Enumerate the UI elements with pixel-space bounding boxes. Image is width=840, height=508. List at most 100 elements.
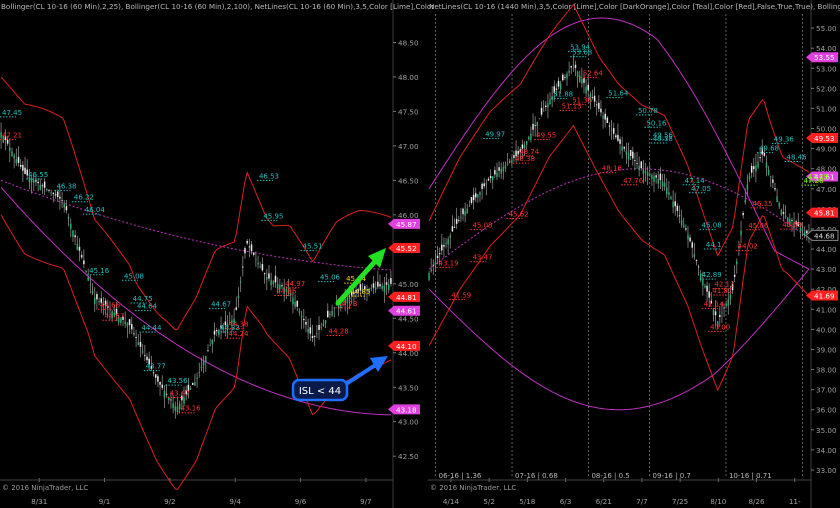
candle-body — [287, 290, 290, 294]
candle-body — [583, 78, 585, 83]
candle-body — [63, 203, 66, 208]
candle-body — [37, 181, 39, 184]
candle-body — [89, 284, 92, 286]
right-chart-panel[interactable]: NetLines(CL 10-16 (1440 Min),3,5,Color [… — [428, 0, 840, 508]
candle-body — [78, 246, 81, 251]
candle-body — [353, 292, 355, 295]
candle-body — [104, 300, 107, 307]
candle-body — [320, 326, 322, 328]
candle-body — [559, 83, 562, 90]
netline-label: 51.36 — [572, 96, 593, 104]
x-tick-label: 8/31 — [31, 497, 47, 506]
candle-body — [776, 196, 778, 203]
candle-body — [139, 341, 142, 347]
blue-arrow-head — [370, 356, 388, 372]
candle-body — [226, 323, 229, 330]
candle-body — [26, 169, 28, 176]
bollinger-100-lower — [0, 186, 391, 416]
y-tick-label: 48.00 — [398, 73, 419, 82]
candle-body — [141, 351, 144, 353]
candle-body — [458, 220, 460, 221]
contract-label: 09-16 | 0.7 — [653, 472, 691, 480]
candle-body — [305, 321, 307, 325]
candle-body — [11, 151, 13, 157]
candle-body — [644, 170, 647, 173]
candle-body — [52, 192, 55, 194]
candle-body — [107, 305, 109, 308]
price-marker-label: 49.53 — [814, 134, 835, 143]
candle-body — [22, 164, 24, 171]
candle-body — [96, 294, 98, 300]
x-tick-label: 9/6 — [295, 497, 307, 506]
candle-body — [634, 160, 636, 161]
candle-body — [640, 161, 643, 169]
bollinger-red-lower — [428, 124, 810, 392]
y-tick-label: 43.00 — [398, 418, 419, 427]
candle-body — [46, 189, 48, 191]
candle-body — [130, 324, 133, 330]
candle-body — [65, 206, 68, 211]
candle-body — [316, 333, 318, 335]
candle-body — [242, 266, 244, 268]
candle-body — [374, 287, 377, 290]
x-tick-label: 8/26 — [748, 497, 765, 506]
left-chart-panel[interactable]: Bollinger(CL 10-16 (60 Min),2,25), Bolli… — [0, 0, 434, 508]
candle-body — [542, 110, 545, 112]
candle-body — [487, 178, 490, 181]
netline-label: 46.15 — [753, 200, 773, 208]
candle-body — [211, 339, 214, 345]
candle-body — [685, 228, 687, 230]
candle-body — [566, 73, 568, 79]
netline-label: 44.97 — [285, 280, 305, 288]
candle-body — [178, 403, 181, 410]
candle-body — [303, 318, 305, 321]
candle-body — [772, 179, 774, 183]
candle-body — [568, 70, 570, 73]
y-tick-label: 42.50 — [398, 452, 419, 461]
netline-label: 40.00 — [710, 323, 730, 331]
candle-body — [80, 255, 83, 258]
candle-body — [294, 302, 296, 307]
price-marker — [388, 340, 420, 351]
candle-body — [445, 242, 447, 244]
candle-body — [48, 190, 50, 191]
candle-body — [502, 167, 505, 172]
x-tick-label: 8/10 — [710, 497, 727, 506]
candle-body — [342, 300, 344, 302]
candle-body — [255, 258, 257, 260]
candle-body — [477, 194, 479, 198]
netline-label: 46.38 — [56, 183, 76, 191]
candle-body — [646, 172, 649, 176]
candle-body — [259, 266, 262, 268]
y-tick-label: 55.00 — [816, 24, 837, 33]
candle-body — [200, 366, 203, 369]
candle-body — [504, 165, 507, 169]
candle-body — [187, 384, 190, 392]
netline-label: 47.76 — [623, 177, 644, 185]
candle-body — [93, 297, 96, 305]
contract-label: 08-16 | 0.5 — [591, 472, 629, 480]
candle-body — [744, 199, 747, 203]
candle-body — [740, 230, 742, 236]
candle-body — [340, 301, 342, 308]
candle-body — [555, 88, 558, 90]
candle-body — [428, 273, 430, 280]
candle-body — [357, 289, 360, 292]
candle-body — [786, 217, 789, 223]
candle-body — [755, 165, 757, 172]
candle-body — [447, 239, 449, 245]
netline-label: 45.06 — [748, 222, 769, 230]
netline-label: 46.04 — [85, 206, 106, 214]
candle-body — [161, 384, 164, 388]
candle-body — [702, 279, 704, 286]
candle-body — [723, 307, 725, 309]
y-tick-label: 51.00 — [816, 104, 837, 113]
candle-body — [710, 300, 713, 304]
candle-body — [511, 159, 513, 163]
y-tick-label: 54.00 — [816, 44, 837, 53]
candle-body — [39, 184, 42, 190]
candle-body — [91, 291, 94, 294]
price-marker — [388, 305, 420, 316]
candle-body — [385, 282, 388, 285]
candle-body — [691, 242, 693, 248]
